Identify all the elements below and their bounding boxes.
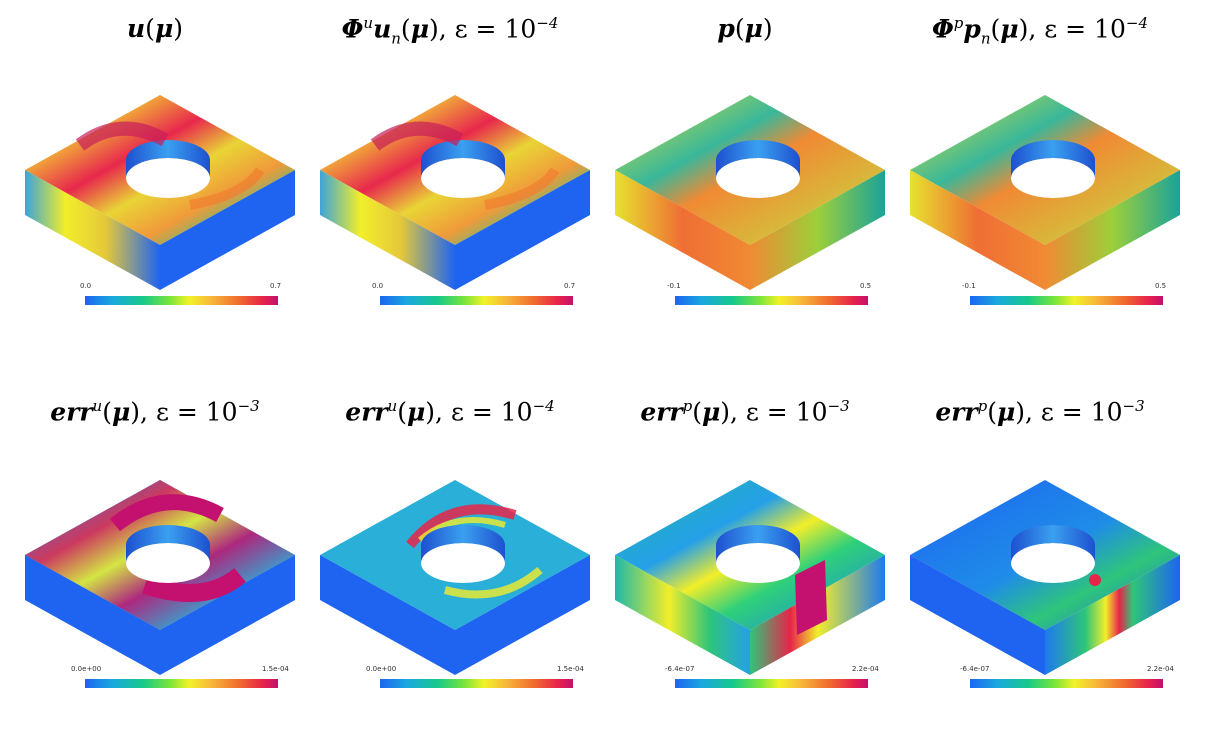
- panel-title: errp(μ), ε = 10−3: [640, 397, 850, 427]
- plate-render: [615, 95, 885, 290]
- plate-render: [320, 95, 590, 290]
- panel-title: erru(μ), ε = 10−3: [50, 397, 260, 427]
- panel-err-u-1e-4: erru(μ), ε = 10−4 0.0e+00 1.5e-04: [300, 383, 600, 747]
- panel-phi-p: Φppn(μ), ε = 10−4 -0.1 0.5: [890, 0, 1190, 364]
- colorbar-min-label: -6.4e-07: [665, 665, 695, 673]
- panel-err-u-1e-3: erru(μ), ε = 10−3 0.0e+00 1.5e-04: [5, 383, 305, 747]
- colorbar: [675, 296, 868, 305]
- plate-render: [910, 95, 1180, 290]
- panel-title: p(μ): [717, 14, 773, 43]
- colorbar: [970, 679, 1163, 688]
- panel-title: Φppn(μ), ε = 10−4: [931, 14, 1148, 48]
- colorbar-min-label: -6.4e-07: [960, 665, 990, 673]
- plate-render: [910, 480, 1180, 675]
- colorbar-min-label: 0.0e+00: [71, 665, 102, 673]
- plate-render: [25, 95, 295, 290]
- colorbar-max-label: 0.5: [860, 282, 872, 290]
- panel-title: erru(μ), ε = 10−4: [345, 397, 555, 427]
- colorbar-min-label: 0.0: [80, 282, 92, 290]
- colorbar: [85, 679, 278, 688]
- plate-render: [25, 480, 295, 675]
- colorbar-max-label: 0.7: [270, 282, 282, 290]
- colorbar-max-label: 2.2e-04: [852, 665, 879, 673]
- panel-title: errp(μ), ε = 10−3: [935, 397, 1145, 427]
- colorbar-max-label: 0.7: [564, 282, 576, 290]
- panel-title: u(μ): [126, 14, 184, 43]
- colorbar-max-label: 0.5: [1155, 282, 1167, 290]
- plate-render: [615, 480, 885, 675]
- colorbar: [85, 296, 278, 305]
- colorbar: [675, 679, 868, 688]
- panel-err-p-1e-3-b: errp(μ), ε = 10−3 -6.4e-07 2.2e-04: [890, 383, 1190, 747]
- panel-u: u(μ) 0.0 0.7: [5, 0, 305, 364]
- colorbar-max-label: 2.2e-04: [1147, 665, 1174, 673]
- colorbar-max-label: 1.5e-04: [557, 665, 584, 673]
- colorbar-max-label: 1.5e-04: [262, 665, 289, 673]
- panel-phi-u: Φuun(μ), ε = 10−4 0.0 0.7: [300, 0, 600, 364]
- panel-p: p(μ) -0.1 0.5: [595, 0, 895, 364]
- panel-title: Φuun(μ), ε = 10−4: [341, 14, 559, 48]
- colorbar-min-label: -0.1: [962, 282, 976, 290]
- plate-render: [320, 480, 590, 675]
- colorbar-min-label: -0.1: [667, 282, 681, 290]
- colorbar: [380, 296, 573, 305]
- colorbar-min-label: 0.0e+00: [366, 665, 397, 673]
- colorbar-min-label: 0.0: [372, 282, 384, 290]
- panel-err-p-1e-3: errp(μ), ε = 10−3 -6.4e-07 2.2e-04: [595, 383, 895, 747]
- colorbar: [380, 679, 573, 688]
- colorbar: [970, 296, 1163, 305]
